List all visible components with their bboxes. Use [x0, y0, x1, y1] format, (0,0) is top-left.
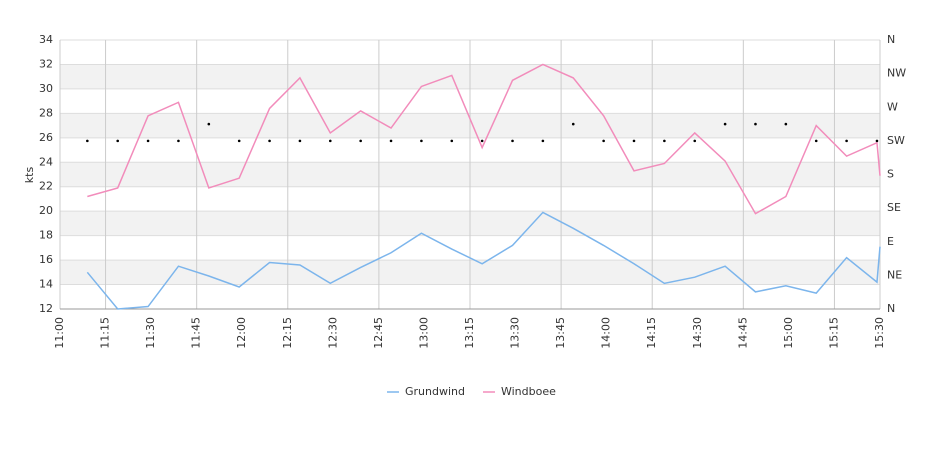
- x-tick-label: 12:45: [372, 317, 385, 349]
- series-line: [87, 63, 881, 215]
- y2-tick-label: N: [887, 302, 895, 315]
- y-tick-label: 18: [39, 229, 53, 242]
- direction-dot: [693, 139, 697, 143]
- x-tick-label: 11:15: [99, 317, 112, 349]
- y2-tick-label: S: [887, 168, 894, 181]
- x-tick-label: 14:45: [736, 317, 749, 349]
- direction-dot: [602, 139, 605, 143]
- x-tick-label: 15:30: [873, 317, 886, 349]
- direction-dot: [754, 122, 757, 126]
- direction-dot: [814, 139, 818, 143]
- direction-dot: [328, 139, 332, 143]
- x-tick-label: 14:00: [600, 317, 613, 349]
- x-tick-label: 12:00: [235, 317, 248, 349]
- direction-dot: [571, 122, 575, 126]
- y2-tick-label: E: [887, 235, 894, 248]
- x-tick-label: 14:30: [691, 317, 704, 349]
- y-tick-label: 22: [39, 180, 53, 193]
- legend-label: Windboee: [501, 385, 556, 398]
- direction-dot: [511, 139, 514, 143]
- y-axis-label: kts: [23, 167, 36, 184]
- direction-dot: [298, 139, 302, 143]
- x-tick-label: 13:00: [417, 317, 430, 349]
- direction-dot: [420, 139, 423, 143]
- x-tick-label: 13:30: [509, 317, 522, 349]
- direction-dot: [875, 139, 879, 143]
- y-tick-label: 12: [39, 302, 53, 315]
- y-tick-label: 20: [39, 204, 53, 217]
- direction-dot: [663, 139, 666, 143]
- direction-dot: [784, 122, 788, 126]
- direction-dot: [541, 139, 545, 143]
- y2-tick-label: SE: [887, 201, 901, 214]
- x-tick-label: 14:15: [645, 317, 658, 349]
- direction-dot: [237, 139, 241, 143]
- y-tick-label: 24: [39, 155, 53, 168]
- x-tick-label: 13:15: [463, 317, 476, 349]
- direction-dot: [177, 139, 180, 143]
- y2-tick-label: SW: [887, 134, 905, 147]
- direction-dot: [632, 139, 636, 143]
- y2-tick-label: NE: [887, 268, 902, 281]
- direction-dot: [207, 122, 211, 126]
- x-tick-label: 15:00: [782, 317, 795, 349]
- y-tick-label: 32: [39, 57, 53, 70]
- y2-tick-label: W: [887, 100, 898, 113]
- x-tick-label: 13:45: [554, 317, 567, 349]
- direction-dot: [450, 139, 454, 143]
- x-tick-label: 12:30: [326, 317, 339, 349]
- y-tick-label: 34: [39, 33, 53, 46]
- direction-dot: [86, 139, 89, 143]
- direction-dot: [268, 139, 271, 143]
- direction-dot: [480, 139, 484, 143]
- direction-dot: [845, 139, 848, 143]
- y-tick-label: 16: [39, 253, 53, 266]
- direction-dot: [359, 139, 362, 143]
- y2-tick-label: NW: [887, 67, 906, 80]
- y-tick-label: 14: [39, 278, 53, 291]
- legend-label: Grundwind: [405, 385, 465, 398]
- series-line: [86, 211, 881, 310]
- x-tick-label: 11:00: [53, 317, 66, 349]
- y2-tick-label: N: [887, 33, 895, 46]
- direction-dot: [389, 139, 393, 143]
- direction-dot: [116, 139, 120, 143]
- y-tick-label: 30: [39, 82, 53, 95]
- direction-dot: [146, 139, 150, 143]
- y-tick-label: 26: [39, 131, 53, 144]
- x-tick-label: 15:15: [827, 317, 840, 349]
- direction-dot: [723, 122, 727, 126]
- x-tick-label: 12:15: [281, 317, 294, 349]
- x-tick-label: 11:45: [190, 317, 203, 349]
- y-tick-label: 28: [39, 106, 53, 119]
- x-tick-label: 11:30: [144, 317, 157, 349]
